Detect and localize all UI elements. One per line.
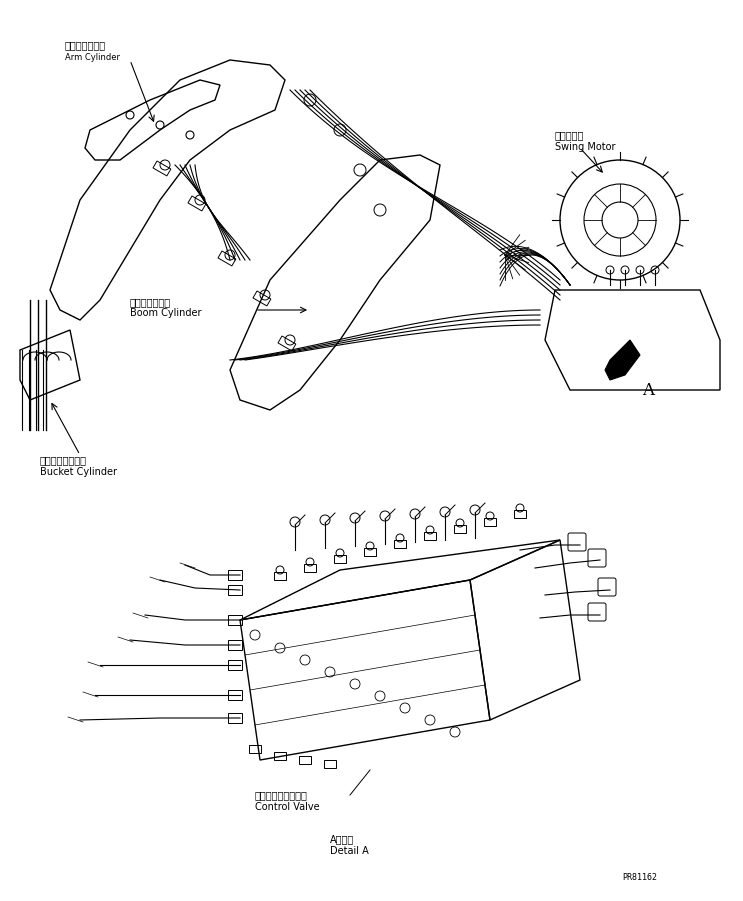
Bar: [324, 760, 336, 768]
Bar: [484, 518, 496, 526]
Bar: [394, 540, 406, 548]
Bar: [364, 548, 376, 556]
Bar: [153, 161, 171, 176]
Bar: [514, 510, 526, 518]
Bar: [249, 745, 261, 753]
Bar: [334, 555, 346, 563]
Bar: [228, 615, 242, 625]
Bar: [274, 572, 286, 580]
Bar: [228, 640, 242, 650]
Bar: [228, 660, 242, 670]
Text: Bucket Cylinder: Bucket Cylinder: [40, 467, 117, 477]
Text: ブームシリンダ: ブームシリンダ: [130, 297, 171, 307]
Text: Detail A: Detail A: [330, 846, 369, 856]
Text: コントロールバルブ: コントロールバルブ: [255, 790, 308, 800]
Bar: [218, 251, 236, 266]
Bar: [299, 756, 311, 764]
Polygon shape: [605, 340, 640, 380]
Bar: [228, 585, 242, 595]
Text: Control Valve: Control Valve: [255, 802, 319, 812]
Bar: [228, 570, 242, 580]
Text: 旋回モータ: 旋回モータ: [555, 130, 585, 140]
Text: Arm Cylinder: Arm Cylinder: [65, 53, 120, 62]
Bar: [188, 196, 206, 211]
Text: PR81162: PR81162: [623, 873, 658, 882]
Bar: [228, 713, 242, 723]
Bar: [274, 752, 286, 760]
Bar: [304, 564, 316, 572]
Bar: [424, 532, 436, 540]
Text: Swing Motor: Swing Motor: [555, 142, 615, 152]
Text: バケットシリンダ: バケットシリンダ: [40, 455, 87, 465]
Text: Boom Cylinder: Boom Cylinder: [130, 308, 201, 318]
Bar: [253, 291, 271, 306]
Bar: [454, 525, 466, 533]
Bar: [278, 336, 296, 350]
Text: アームシリンダ: アームシリンダ: [65, 40, 106, 50]
Text: A: A: [642, 382, 654, 399]
Bar: [228, 690, 242, 700]
Text: A　詳細: A 詳細: [330, 834, 354, 844]
